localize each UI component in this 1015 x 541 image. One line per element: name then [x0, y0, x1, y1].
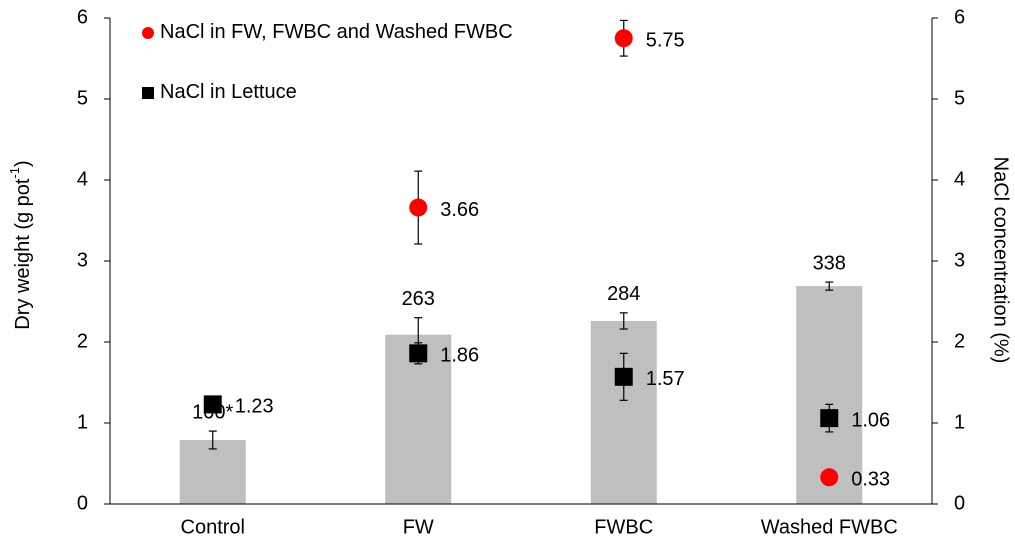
point: [614, 367, 633, 386]
bar-label: 338: [813, 252, 846, 274]
y2-tick-label: 4: [954, 168, 965, 190]
legend-label: NaCl in FW, FWBC and Washed FWBC: [160, 21, 513, 43]
x-tick-label: Washed FWBC: [761, 516, 898, 538]
y-tick-label: 6: [77, 6, 88, 28]
point-label: 1.23: [235, 396, 274, 418]
y2-tick-label: 0: [954, 492, 965, 514]
y2-tick-label: 6: [954, 6, 965, 28]
bar: [179, 440, 246, 504]
y-tick-label: 5: [77, 87, 88, 109]
y-tick-label: 3: [77, 249, 88, 271]
y-tick-label: 2: [77, 330, 88, 352]
bar-label: 284: [607, 283, 640, 305]
point: [409, 344, 428, 363]
bar-label: 263: [402, 288, 435, 310]
y2-tick-label: 2: [954, 330, 965, 352]
point: [614, 29, 633, 48]
point-label: 3.66: [440, 199, 479, 221]
y-tick-label: 1: [77, 411, 88, 433]
point-label: 5.75: [646, 30, 685, 52]
point-label: 1.57: [646, 368, 685, 390]
point: [820, 468, 839, 487]
y-title-sup: -1: [7, 167, 22, 179]
y2-axis-title: NaCl concentration (%): [990, 157, 1012, 364]
point-label: 1.86: [440, 345, 479, 367]
legend-label: NaCl in Lettuce: [160, 81, 297, 103]
legend-entry: NaCl in FW, FWBC and Washed FWBC: [160, 21, 513, 43]
legend-entry: NaCl in Lettuce: [160, 81, 297, 103]
y2-tick-label: 5: [954, 87, 965, 109]
bar: [796, 286, 863, 504]
point-label: 0.33: [851, 469, 890, 491]
y-axis-title: Dry weight (g pot-1): [7, 160, 34, 329]
legend-marker: [142, 27, 154, 39]
point: [409, 198, 428, 217]
legend-marker: [142, 87, 154, 99]
y-tick-label: 4: [77, 168, 88, 190]
point-label: 1.06: [851, 409, 890, 431]
y2-tick-label: 1: [954, 411, 965, 433]
x-tick-label: FWBC: [594, 516, 653, 538]
y-title-part: ): [12, 160, 34, 167]
y2-tick-label: 3: [954, 249, 965, 271]
point: [820, 409, 839, 428]
x-tick-label: FW: [403, 516, 434, 538]
y-title-part: Dry weight (g pot: [12, 178, 34, 330]
point: [203, 395, 222, 414]
bar: [590, 320, 657, 504]
y-tick-label: 0: [77, 492, 88, 514]
x-tick-label: Control: [181, 516, 245, 538]
